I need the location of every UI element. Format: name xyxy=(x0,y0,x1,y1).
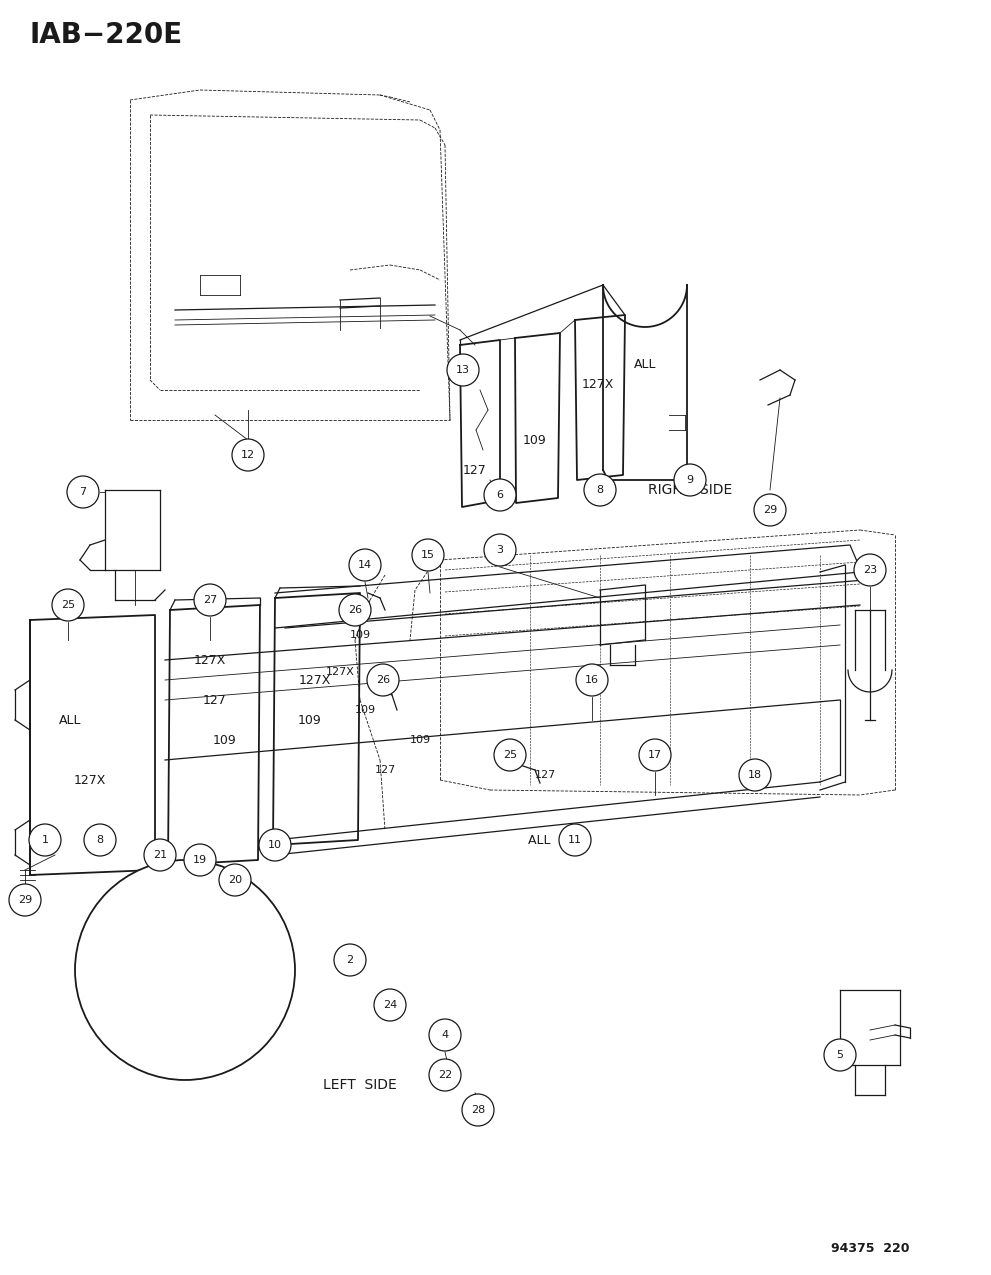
Circle shape xyxy=(674,464,706,496)
Text: 29: 29 xyxy=(18,895,32,905)
Text: 2: 2 xyxy=(347,955,354,965)
Text: 109: 109 xyxy=(350,630,371,640)
Text: 9: 9 xyxy=(687,476,694,484)
Text: IAB−220E: IAB−220E xyxy=(30,20,183,48)
Circle shape xyxy=(739,759,771,790)
Text: 19: 19 xyxy=(193,856,207,864)
Text: 11: 11 xyxy=(568,835,582,845)
Text: 127: 127 xyxy=(463,464,487,477)
Text: 4: 4 xyxy=(441,1030,449,1040)
Text: 109: 109 xyxy=(409,734,430,745)
Text: 26: 26 xyxy=(348,606,362,615)
Text: 13: 13 xyxy=(456,365,470,375)
Circle shape xyxy=(484,479,516,511)
Text: 26: 26 xyxy=(376,674,390,685)
Text: LEFT  SIDE: LEFT SIDE xyxy=(323,1077,396,1091)
Circle shape xyxy=(144,839,176,871)
Text: 15: 15 xyxy=(421,550,435,560)
Text: 127X: 127X xyxy=(299,673,331,686)
Text: 29: 29 xyxy=(763,505,777,515)
Text: 17: 17 xyxy=(648,750,662,760)
Circle shape xyxy=(576,664,608,696)
Text: 22: 22 xyxy=(438,1070,452,1080)
Circle shape xyxy=(184,844,216,876)
Text: 18: 18 xyxy=(748,770,762,780)
Text: ALL  .: ALL . xyxy=(528,834,562,847)
Text: 24: 24 xyxy=(383,1000,397,1010)
Text: 109: 109 xyxy=(298,714,322,727)
Circle shape xyxy=(484,534,516,566)
Circle shape xyxy=(339,594,371,626)
Text: 127X: 127X xyxy=(582,379,614,391)
Text: 109: 109 xyxy=(355,705,376,715)
Circle shape xyxy=(584,474,616,506)
Text: 5: 5 xyxy=(836,1051,843,1060)
Text: 23: 23 xyxy=(863,565,877,575)
Text: 14: 14 xyxy=(358,560,372,570)
Text: 94375  220: 94375 220 xyxy=(830,1242,910,1255)
Text: 127: 127 xyxy=(203,694,227,706)
Text: 8: 8 xyxy=(597,484,604,495)
Circle shape xyxy=(447,354,479,386)
Text: RIGHT  SIDE: RIGHT SIDE xyxy=(648,483,732,497)
Text: 27: 27 xyxy=(203,595,217,606)
Circle shape xyxy=(334,944,366,975)
Text: 10: 10 xyxy=(268,840,282,850)
Circle shape xyxy=(559,824,591,856)
Text: 25: 25 xyxy=(503,750,517,760)
Text: 3: 3 xyxy=(496,544,503,555)
Text: 127: 127 xyxy=(534,770,556,780)
Text: 25: 25 xyxy=(60,601,75,609)
Text: 12: 12 xyxy=(241,450,255,460)
Circle shape xyxy=(639,740,671,771)
Text: 16: 16 xyxy=(585,674,599,685)
Circle shape xyxy=(75,861,295,1080)
Text: 127X: 127X xyxy=(326,667,355,677)
Circle shape xyxy=(462,1094,494,1126)
Circle shape xyxy=(9,884,41,915)
Circle shape xyxy=(754,493,786,527)
Circle shape xyxy=(232,439,264,470)
Circle shape xyxy=(67,476,99,507)
Text: 127: 127 xyxy=(375,765,395,775)
Circle shape xyxy=(52,589,84,621)
Text: 109: 109 xyxy=(523,434,547,446)
Circle shape xyxy=(494,740,526,771)
Circle shape xyxy=(219,864,251,896)
Text: 8: 8 xyxy=(96,835,104,845)
Text: 7: 7 xyxy=(79,487,86,497)
Circle shape xyxy=(194,584,226,616)
Circle shape xyxy=(854,555,886,586)
Circle shape xyxy=(259,829,291,861)
Text: 6: 6 xyxy=(496,490,503,500)
Circle shape xyxy=(84,824,116,856)
Text: 109: 109 xyxy=(213,733,237,746)
Text: 1: 1 xyxy=(42,835,49,845)
Circle shape xyxy=(429,1019,461,1051)
Text: 28: 28 xyxy=(471,1105,486,1116)
Text: 127X: 127X xyxy=(194,654,226,667)
Circle shape xyxy=(824,1039,856,1071)
Text: 127X: 127X xyxy=(73,774,106,787)
Circle shape xyxy=(412,539,444,571)
Circle shape xyxy=(367,664,399,696)
Text: 20: 20 xyxy=(228,875,242,885)
Circle shape xyxy=(349,550,381,581)
Circle shape xyxy=(374,989,406,1021)
Circle shape xyxy=(29,824,61,856)
Text: ALL: ALL xyxy=(634,358,656,371)
Text: 21: 21 xyxy=(153,850,167,861)
Text: ALL: ALL xyxy=(58,714,81,727)
Circle shape xyxy=(429,1060,461,1091)
